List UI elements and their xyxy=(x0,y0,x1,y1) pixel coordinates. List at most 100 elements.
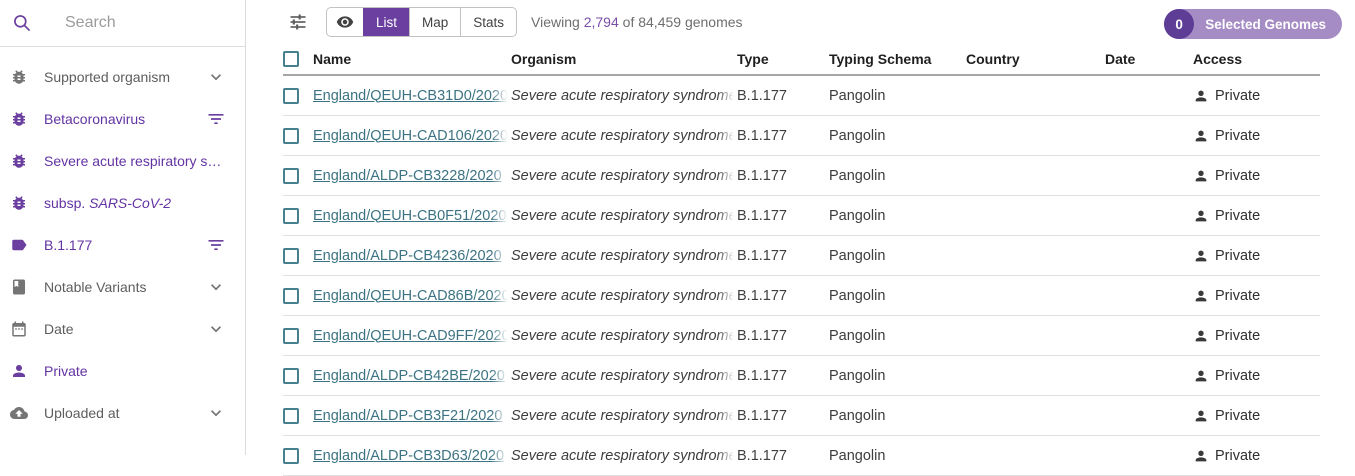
access-label: Private xyxy=(1215,207,1261,224)
type-cell: B.1.177 xyxy=(737,407,787,424)
row-checkbox[interactable] xyxy=(283,287,299,304)
access-cell: Private xyxy=(1193,328,1320,344)
column-header-country[interactable]: Country xyxy=(966,51,1020,67)
filter-list-icon[interactable] xyxy=(206,109,226,129)
access-label: Private xyxy=(1215,87,1261,104)
row-checkbox[interactable] xyxy=(283,247,299,264)
sidebar-item-sars-related-virus[interactable]: Severe acute respiratory syn… xyxy=(0,140,245,182)
typing-schema-cell: Pangolin xyxy=(829,167,886,184)
sidebar-item-sars-cov-2[interactable]: subsp. SARS-CoV-2 xyxy=(0,182,245,224)
column-header-access[interactable]: Access xyxy=(1193,51,1243,67)
organism-cell: Severe acute respiratory syndrome-relate… xyxy=(511,287,737,304)
sidebar-item-label: Private xyxy=(44,363,88,379)
genome-name-link[interactable]: England/QEUH-CB0F51/2020 xyxy=(313,207,507,224)
table-row: England/QEUH-CAD9FF/2020 Severe acute re… xyxy=(283,316,1320,356)
sidebar-item-label: Date xyxy=(44,321,74,337)
table-row: England/ALDP-CB3228/2020 Severe acute re… xyxy=(283,156,1320,196)
label-tag-icon xyxy=(12,239,27,251)
person-icon xyxy=(13,365,25,377)
sidebar-item-notable-variants[interactable]: Notable Variants xyxy=(0,266,245,308)
column-header-type[interactable]: Type xyxy=(737,51,769,67)
chevron-down-icon[interactable] xyxy=(206,319,226,339)
organism-cell: Severe acute respiratory syndrome-relate… xyxy=(511,167,737,184)
column-header-organism[interactable]: Organism xyxy=(511,51,577,67)
type-cell: B.1.177 xyxy=(737,87,787,104)
row-checkbox[interactable] xyxy=(283,127,299,144)
person-icon xyxy=(1195,130,1207,141)
type-cell: B.1.177 xyxy=(737,447,787,464)
genome-name-link[interactable]: England/ALDP-CB4236/2020 xyxy=(313,247,502,264)
row-checkbox[interactable] xyxy=(283,167,299,184)
column-settings-icon[interactable] xyxy=(288,12,308,32)
access-label: Private xyxy=(1215,367,1261,384)
genome-name-link[interactable]: England/ALDP-CB3228/2020 xyxy=(313,167,502,184)
genome-name-link[interactable]: England/QEUH-CAD86B/2020 xyxy=(313,287,510,304)
access-cell: Private xyxy=(1193,448,1320,464)
person-icon xyxy=(1195,250,1207,261)
tab-list[interactable]: List xyxy=(363,8,410,36)
person-icon xyxy=(1195,90,1207,101)
row-checkbox[interactable] xyxy=(283,207,299,224)
sidebar-item-label: Notable Variants xyxy=(44,279,147,295)
access-cell: Private xyxy=(1193,408,1320,424)
genome-name-link[interactable]: England/QEUH-CAD9FF/2020 xyxy=(313,327,510,344)
chevron-down-icon[interactable] xyxy=(206,67,226,87)
table-row: England/QEUH-CAD106/2020 Severe acute re… xyxy=(283,116,1320,156)
sidebar-item-label: Betacoronavirus xyxy=(44,111,146,127)
filter-list-icon[interactable] xyxy=(206,235,226,255)
genome-name-link[interactable]: England/ALDP-CB3D63/2020 xyxy=(313,447,505,464)
row-checkbox[interactable] xyxy=(283,447,299,464)
column-header-date[interactable]: Date xyxy=(1105,51,1136,67)
genome-name-link[interactable]: England/ALDP-CB3F21/2020 xyxy=(313,407,503,424)
chevron-down-icon[interactable] xyxy=(206,277,226,297)
person-icon xyxy=(1195,170,1207,181)
organism-cell: Severe acute respiratory syndrome-relate… xyxy=(511,327,737,344)
sidebar-item-betacoronavirus[interactable]: Betacoronavirus xyxy=(0,98,245,140)
search-input[interactable] xyxy=(63,13,233,33)
type-cell: B.1.177 xyxy=(737,327,787,344)
selected-genomes-pill[interactable]: 0 Selected Genomes xyxy=(1164,9,1342,39)
person-icon xyxy=(1195,330,1207,341)
access-label: Private xyxy=(1215,447,1261,464)
genomes-table: Name Organism Type Typing Schema Country… xyxy=(283,44,1320,476)
filter-sidebar: Supported organism Betacoronavirus Sever… xyxy=(0,0,246,455)
book-icon xyxy=(13,279,25,295)
person-icon xyxy=(1195,370,1207,381)
table-row: England/ALDP-CB42BE/2020 Severe acute re… xyxy=(283,356,1320,396)
tab-map[interactable]: Map xyxy=(409,8,460,36)
sidebar-item-private[interactable]: Private xyxy=(0,350,245,392)
tab-stats[interactable]: Stats xyxy=(460,8,516,36)
table-row: England/QEUH-CAD86B/2020 Severe acute re… xyxy=(283,276,1320,316)
typing-schema-cell: Pangolin xyxy=(829,207,886,224)
column-header-typing-schema[interactable]: Typing Schema xyxy=(829,51,932,67)
row-checkbox[interactable] xyxy=(283,407,299,424)
bug-icon xyxy=(13,196,25,210)
sidebar-item-supported-organism[interactable]: Supported organism xyxy=(0,56,245,98)
person-icon xyxy=(1195,450,1207,461)
row-checkbox[interactable] xyxy=(283,367,299,384)
viewing-count: 2,794 xyxy=(583,14,619,30)
chevron-down-icon[interactable] xyxy=(206,403,226,423)
genome-name-link[interactable]: England/ALDP-CB42BE/2020 xyxy=(313,367,505,384)
organism-cell: Severe acute respiratory syndrome-relate… xyxy=(511,367,737,384)
select-all-checkbox[interactable] xyxy=(283,51,299,67)
sidebar-item-b-1-177[interactable]: B.1.177 xyxy=(0,224,245,266)
sidebar-item-uploaded-at[interactable]: Uploaded at xyxy=(0,392,245,434)
bug-icon xyxy=(13,70,25,84)
access-label: Private xyxy=(1215,167,1261,184)
selected-genomes-label: Selected Genomes xyxy=(1205,16,1326,32)
genome-name-link[interactable]: England/QEUH-CB31D0/2020 xyxy=(313,87,509,104)
organism-cell: Severe acute respiratory syndrome-relate… xyxy=(511,247,737,264)
access-cell: Private xyxy=(1193,368,1320,384)
row-checkbox[interactable] xyxy=(283,327,299,344)
access-label: Private xyxy=(1215,127,1261,144)
visibility-toggle-button[interactable] xyxy=(327,8,363,36)
organism-cell: Severe acute respiratory syndrome-relate… xyxy=(511,87,737,104)
calendar-icon xyxy=(12,321,26,337)
table-row: England/ALDP-CB4236/2020 Severe acute re… xyxy=(283,236,1320,276)
column-header-name[interactable]: Name xyxy=(313,51,352,67)
genome-name-link[interactable]: England/QEUH-CAD106/2020 xyxy=(313,127,509,144)
row-checkbox[interactable] xyxy=(283,87,299,104)
sidebar-item-date[interactable]: Date xyxy=(0,308,245,350)
access-label: Private xyxy=(1215,247,1261,264)
